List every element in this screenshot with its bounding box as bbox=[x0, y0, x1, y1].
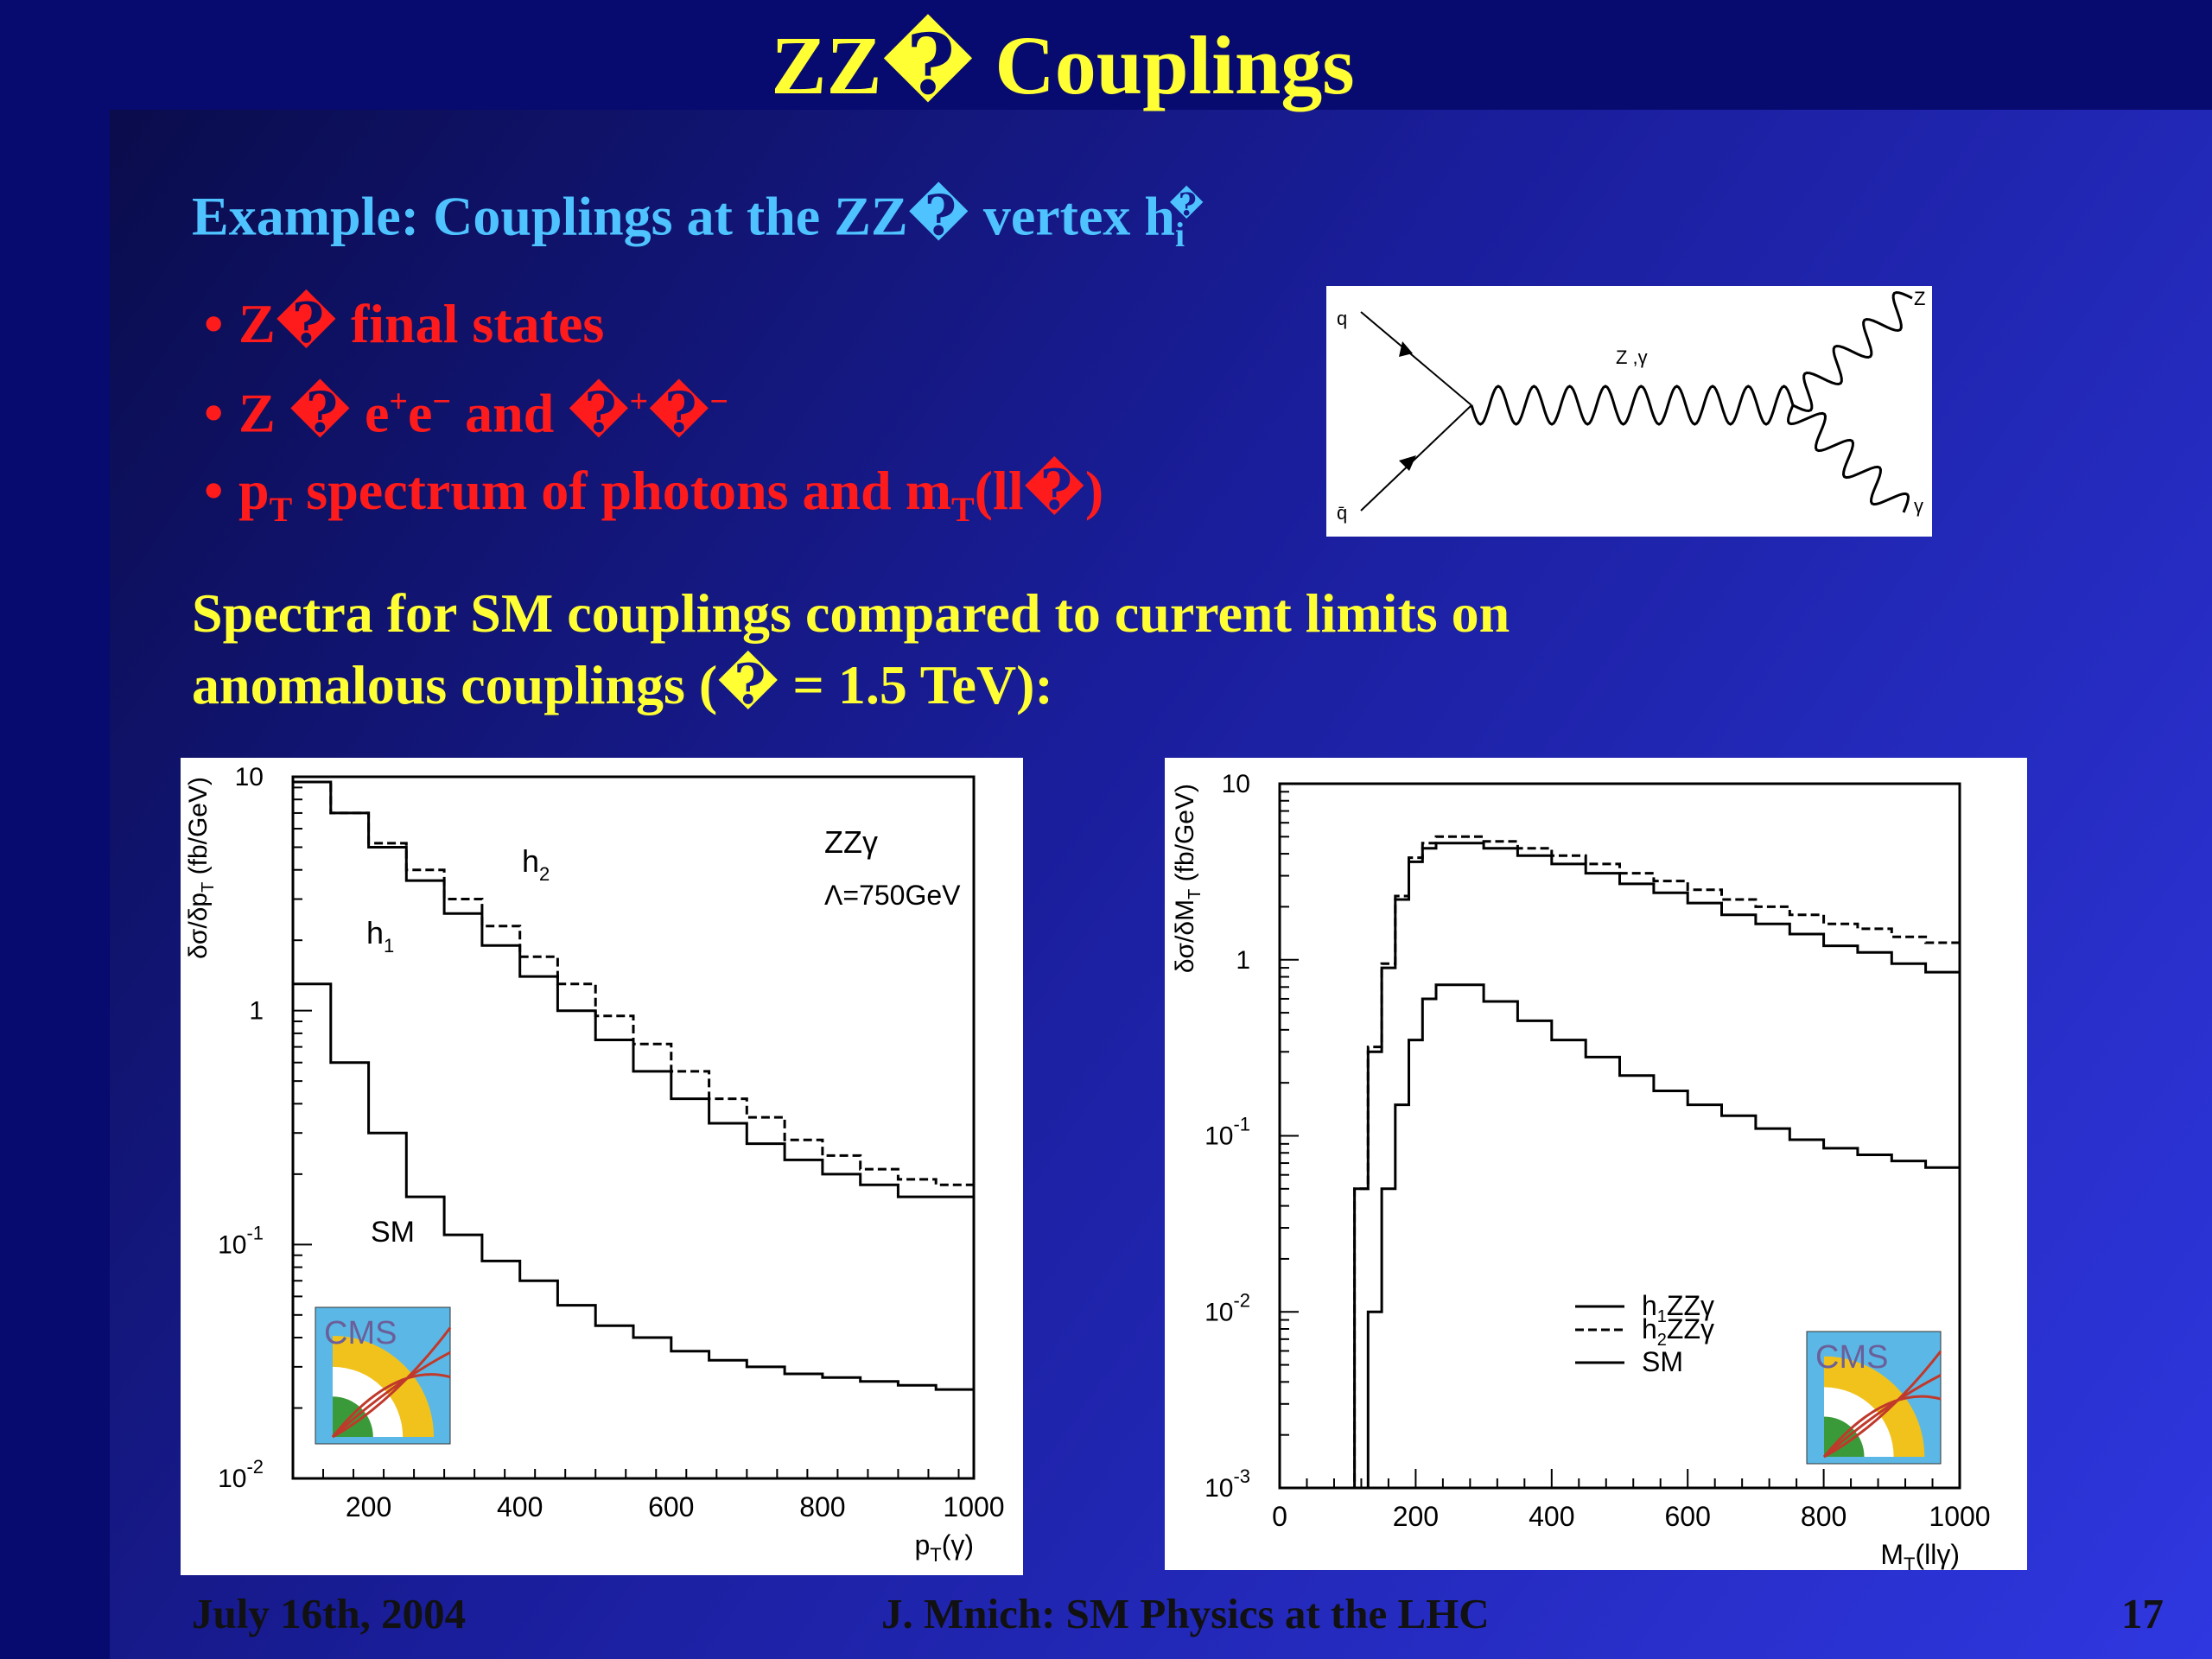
x-tick-label: 200 bbox=[346, 1491, 391, 1522]
x-tick-label: 600 bbox=[1665, 1501, 1711, 1532]
y-tick-label: 10-1 bbox=[218, 1222, 264, 1259]
legend-label-2: h2ZZγ bbox=[1642, 1313, 1714, 1350]
logo-track bbox=[1823, 1374, 1942, 1459]
subtitle-subscript: i bbox=[1174, 215, 1185, 255]
footer-title: J. Mnich: SM Physics at the LHC bbox=[881, 1590, 1490, 1637]
y-tick-label: 1 bbox=[1236, 946, 1250, 975]
subtitle-superscript: � bbox=[1169, 188, 1205, 222]
bullet-list: • Z� final states • Z � e+e− and �+�− • pT … bbox=[204, 285, 1103, 549]
x-tick-label: 0 bbox=[1272, 1501, 1287, 1532]
propagator-wave bbox=[1470, 385, 1795, 426]
spectra-line-1: Spectra for SM couplings compared to cur… bbox=[192, 582, 1510, 644]
logo-track bbox=[332, 1326, 452, 1439]
y-axis-label: δσ/δMT (fb/GeV) bbox=[1171, 784, 1205, 973]
x-axis-label: MT(llγ) bbox=[1880, 1539, 1960, 1570]
subtitle: Example: Couplings at the ZZ� vertex hi� bbox=[192, 171, 1204, 269]
feynman-diagram: q q̄ Z ,γ Z γ bbox=[1326, 286, 1932, 537]
bullet-text: and � bbox=[451, 382, 630, 444]
x-tick-label: 800 bbox=[799, 1491, 845, 1522]
y-tick-label: 10-3 bbox=[1205, 1465, 1250, 1503]
page-number: 17 bbox=[2121, 1590, 2164, 1637]
bullet-text: Z� final states bbox=[238, 293, 605, 354]
slide-title: ZZ� Couplings bbox=[771, 19, 1355, 111]
spectra-line-2: anomalous couplings (� = 1.5 TeV): bbox=[192, 654, 1053, 715]
series-label-h2: h2 bbox=[522, 843, 550, 885]
series-line-2 bbox=[1347, 835, 1961, 1490]
logo-track bbox=[331, 1351, 451, 1439]
y-tick-label: 10-2 bbox=[218, 1456, 264, 1493]
logo-label: CMS bbox=[324, 1315, 397, 1351]
spectra-caption: Spectra for SM couplings compared to cur… bbox=[192, 577, 1510, 721]
label-qbar: q̄ bbox=[1337, 502, 1347, 524]
y-tick-label: 10 bbox=[1222, 770, 1250, 798]
bullet-item: • pT spectrum of photons and mT(ll�) bbox=[204, 452, 1103, 549]
series-line-3 bbox=[293, 982, 976, 1395]
logo-label: CMS bbox=[1815, 1339, 1888, 1376]
process-label: ZZγ bbox=[824, 824, 878, 860]
logo-track bbox=[331, 1373, 451, 1438]
bullet-text: � bbox=[648, 382, 710, 444]
bullet-sup: − bbox=[709, 384, 729, 420]
bullet-dot-icon: • bbox=[204, 293, 224, 354]
legend-label-1: h1ZZγ bbox=[1642, 1290, 1714, 1326]
x-axis-label: pT(γ) bbox=[914, 1529, 974, 1566]
feynman-svg: q q̄ Z ,γ Z γ bbox=[1337, 288, 1925, 524]
bullet-sup: + bbox=[629, 384, 649, 420]
x-tick-label: 1000 bbox=[943, 1491, 1004, 1522]
plot-mt-svg: 10 1 10-1 10-2 10-3 0 200 400 600 800 1000 MT(llγ) δ… bbox=[1171, 770, 1991, 1575]
x-tick-label: 1000 bbox=[1929, 1501, 1990, 1532]
cms-logo: CMS bbox=[315, 1306, 452, 1445]
series-label-h1: h1 bbox=[366, 915, 394, 957]
x-tick-label: 800 bbox=[1801, 1501, 1847, 1532]
antiquark-line-in bbox=[1360, 404, 1472, 512]
cms-logo: CMS bbox=[1806, 1331, 1942, 1465]
arrow-icon bbox=[1399, 341, 1413, 357]
bullet-sup: − bbox=[432, 384, 452, 420]
bullet-text: p bbox=[238, 460, 270, 522]
bullet-item: • Z� final states bbox=[204, 285, 1103, 363]
y-tick-label: 10-2 bbox=[1205, 1289, 1250, 1326]
x-tick-label: 400 bbox=[497, 1491, 543, 1522]
footer-date: July 16th, 2004 bbox=[192, 1590, 467, 1637]
series-line-3 bbox=[1354, 983, 1961, 1490]
y-tick-label: 10 bbox=[235, 763, 264, 791]
bullet-item: • Z � e+e− and �+�− bbox=[204, 363, 1103, 452]
plot-mt-spectrum: 10 1 10-1 10-2 10-3 0 200 400 600 800 1000 MT(llγ) δ… bbox=[1165, 758, 2027, 1575]
plot-frame bbox=[291, 775, 976, 1480]
bullet-text: e bbox=[408, 382, 433, 444]
plot-pt-svg: 10 1 10-1 10-2 200 400 600 800 1000 pT(γ) δσ/δpT (… bbox=[184, 763, 1005, 1566]
bullet-sup: + bbox=[389, 384, 408, 420]
bullet-sub: T bbox=[951, 490, 975, 530]
quark-line-in bbox=[1360, 311, 1472, 406]
photon-wave bbox=[1786, 404, 1910, 513]
label-propagator: Z ,γ bbox=[1616, 346, 1648, 368]
bullet-dot-icon: • bbox=[204, 382, 224, 444]
lambda-label: Λ=750GeV bbox=[824, 880, 961, 911]
bullet-dot-icon: • bbox=[204, 460, 224, 522]
label-q: q bbox=[1337, 308, 1347, 329]
bullet-text: spectrum of photons and m bbox=[292, 460, 952, 522]
x-tick-label: 200 bbox=[1393, 1501, 1439, 1532]
bullet-sub: T bbox=[269, 490, 293, 530]
logo-track bbox=[1822, 1395, 1942, 1458]
y-tick-label: 10-1 bbox=[1205, 1114, 1250, 1151]
arrow-icon bbox=[1399, 455, 1416, 471]
y-tick-label: 1 bbox=[249, 997, 264, 1026]
legend-label-3: SM bbox=[1642, 1346, 1683, 1377]
series-label-sm: SM bbox=[371, 1216, 415, 1249]
bullet-text: Z � e bbox=[238, 382, 390, 444]
logo-track bbox=[1823, 1351, 1942, 1459]
x-tick-label: 400 bbox=[1529, 1501, 1574, 1532]
x-tick-label: 600 bbox=[648, 1491, 694, 1522]
bullet-text: (ll�) bbox=[974, 460, 1104, 522]
label-z: Z bbox=[1914, 288, 1925, 309]
y-axis-label: δσ/δpT (fb/GeV) bbox=[184, 777, 218, 959]
plot-pt-spectrum: 10 1 10-1 10-2 200 400 600 800 1000 pT(γ) δσ/δpT (… bbox=[181, 758, 1023, 1575]
subtitle-text: Example: Couplings at the ZZ� vertex h bbox=[192, 185, 1175, 247]
label-gamma: γ bbox=[1914, 495, 1923, 517]
z-boson-wave bbox=[1792, 290, 1913, 413]
series-line-2 bbox=[293, 780, 974, 1198]
